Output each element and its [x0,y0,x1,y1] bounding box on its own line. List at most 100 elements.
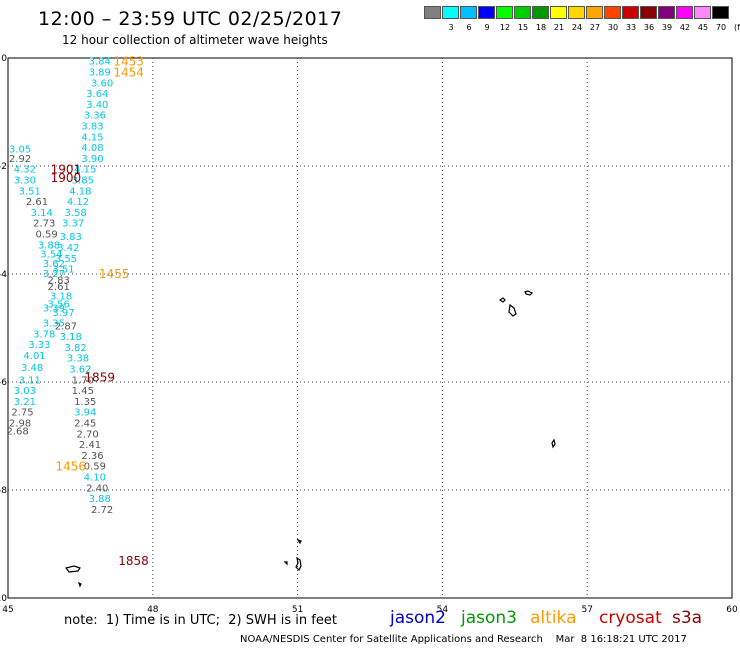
swh-value: 4.10 [84,473,106,484]
track-time-label: 1456 [55,460,86,474]
scale-label: 33 [625,23,637,32]
island-outline [508,303,517,317]
swh-value: 3.21 [14,397,36,408]
swh-value: 2.75 [11,408,33,419]
scale-swatch [604,6,621,19]
x-tick-label: 51 [292,605,303,615]
legend-item-jason2: jason2 [390,608,446,628]
track-time-label: 1900 [51,171,82,185]
swh-value: 3.88 [38,240,60,251]
swh-value: 3.18 [50,292,72,303]
legend-item-altika: altika [530,608,577,628]
credit-footer: NOAA/NESDIS Center for Satellite Applica… [240,634,687,645]
swh-value: 2.98 [9,419,31,430]
legend-item-cryosat: cryosat [599,608,662,628]
swh-value: 2.87 [55,321,77,332]
swh-value: 2.36 [81,451,103,462]
x-tick-label: 60 [726,605,738,615]
scale-label: 15 [517,23,529,32]
swh-value: 4.01 [23,351,45,362]
swh-value: 2.61 [48,282,70,293]
swh-value: 2.41 [79,440,101,451]
scale-label: 39 [661,23,673,32]
scale-swatch [424,6,441,19]
scale-swatch [532,6,549,19]
legend-note: note: 1) Time is in UTC; 2) SWH is in fe… [64,613,337,628]
swh-value: 3.88 [89,494,111,505]
swh-value: 1.70 [72,375,94,386]
swh-value: 3.51 [52,265,74,276]
map-subtitle: 12 hour collection of altimeter wave hei… [62,33,328,47]
swh-value: 3.51 [19,186,41,197]
scale-swatch [622,6,639,19]
scale-label: 42 [679,23,691,32]
scale-label: 45 [697,23,709,32]
swh-value: 3.39 [43,303,65,314]
swh-value: 0.59 [84,462,106,473]
swh-value: 3.40 [86,100,108,111]
map-title: 12:00 – 23:59 UTC 02/25/2017 [38,8,343,30]
island-outline [498,297,506,303]
swh-value: 3.05 [9,145,31,156]
swh-value: 3.58 [64,208,86,219]
island-outline [296,538,302,545]
scale-label: 9 [484,23,490,32]
scale-swatch [442,6,459,19]
scale-label: 18 [535,23,547,32]
swh-value: 3.30 [14,176,36,187]
island-outline [283,561,288,566]
island-outline [64,565,81,573]
scale-swatch [676,6,693,19]
swh-value: 3.83 [81,122,103,133]
track-time-label: 1454 [113,66,144,80]
x-tick-label: 48 [147,605,159,615]
island-outline [295,556,302,572]
swh-value: 4.12 [67,197,89,208]
swh-value: 2.92 [9,154,31,165]
scale-swatch [550,6,567,19]
track-time-label: 1453 [113,55,144,69]
island-outline [524,290,534,296]
swh-value: 3.64 [86,89,108,100]
x-tick-label: 57 [581,605,592,615]
scale-label: 21 [553,23,565,32]
y-tick-label: -2 [0,162,7,172]
swh-value: 1.45 [72,386,94,397]
scale-label: 24 [571,23,583,32]
track-time-label: 1859 [84,371,115,385]
x-tick-label: 54 [437,605,449,615]
swh-value: 4.15 [74,165,96,176]
x-tick-label: 45 [2,605,13,615]
swh-value: 4.18 [69,186,91,197]
track-time-label: 1455 [99,267,130,281]
y-tick-label: -6 [0,378,7,388]
scale-swatch [694,6,711,19]
track-time-label: 1858 [118,554,149,568]
swh-value: 3.37 [62,219,84,230]
legend-item-jason3: jason3 [461,608,517,628]
swh-value: 2.40 [86,483,108,494]
swh-value: 3.89 [89,68,111,79]
swh-value: 3.94 [74,408,96,419]
swh-value: 3.35 [43,319,65,330]
swh-value: 3.36 [84,111,106,122]
swh-value: 3.11 [19,375,41,386]
swh-value: 3.62 [69,365,91,376]
swh-value: 2.45 [74,419,96,430]
scale-label: 12 [499,23,511,32]
swh-value: 1.35 [74,397,96,408]
swh-value: 0.59 [35,230,57,241]
scale-swatch [496,6,513,19]
scale-label: 30 [607,23,619,32]
scale-swatch [514,6,531,19]
swh-value: 3.60 [91,78,113,89]
track-time-label: 1901 [51,163,82,177]
swh-value: 3.54 [40,249,62,260]
swh-value: 3.38 [67,354,89,365]
swh-value: 3.55 [55,254,77,265]
swh-value: 3.85 [72,176,94,187]
scale-swatch [640,6,657,19]
swh-value: 2.72 [91,505,113,516]
scale-label: 70 [715,23,727,32]
swh-value: 2.70 [77,429,99,440]
